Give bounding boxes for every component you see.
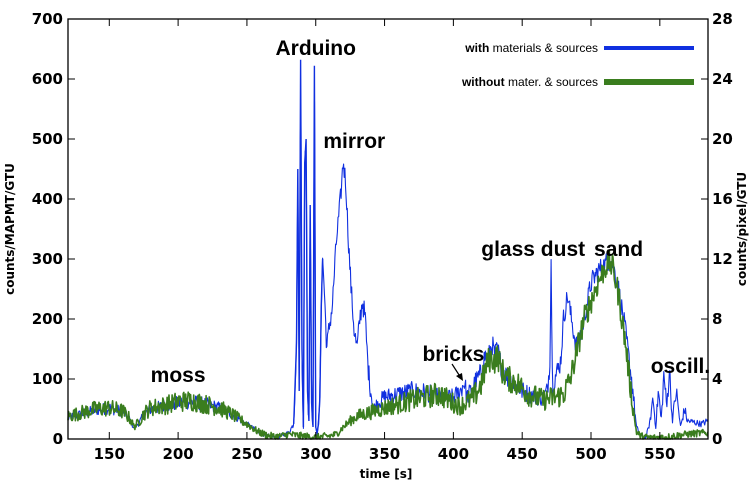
x-tick-label-400: 400 <box>438 445 469 463</box>
annotation-bricks: bricks <box>422 343 484 366</box>
plot-frame <box>67 18 709 440</box>
series-with-spikes <box>293 59 324 434</box>
y2-tick-label-0: 0 <box>712 430 722 448</box>
tick-layer: 150 200 250 300 350 400 450 500 5500100200300400… <box>32 10 733 463</box>
bricks-arrowhead <box>456 373 463 381</box>
y2-tick-label-12: 12 <box>712 250 733 268</box>
y2-tick-label-28: 28 <box>712 10 733 28</box>
y-tick-label-100: 100 <box>32 370 63 388</box>
legend-text-without: mater. & sources <box>505 75 598 89</box>
y2-tick-label-20: 20 <box>712 130 733 148</box>
legend-bold-with: with <box>464 41 489 55</box>
y-tick-label-200: 200 <box>32 310 63 328</box>
y-tick-label-600: 600 <box>32 70 63 88</box>
annotation-layer: moss Arduino mirror bricks glass dust sand osc… <box>151 37 711 387</box>
y-tick-label-400: 400 <box>32 190 63 208</box>
legend-text-with: materials & sources <box>489 41 598 55</box>
annotation-moss: moss <box>151 364 206 387</box>
annotation-sand: sand <box>594 238 643 261</box>
x-tick-label-200: 200 <box>162 445 193 463</box>
y-tick-label-700: 700 <box>32 10 63 28</box>
x-tick-label-150: 150 <box>94 445 125 463</box>
y2-axis-label: counts/pixel/GTU <box>735 172 749 286</box>
series-layer <box>67 59 709 440</box>
annotation-mirror: mirror <box>323 130 385 153</box>
y-tick-label-300: 300 <box>32 250 63 268</box>
annotation-arduino: Arduino <box>275 37 355 60</box>
y-axis-label: counts/MAPMT/GTU <box>3 163 17 295</box>
x-tick-label-450: 450 <box>507 445 538 463</box>
x-axis-label: time [s] <box>360 467 413 481</box>
x-tick-label-550: 550 <box>644 445 675 463</box>
y2-tick-label-24: 24 <box>712 70 733 88</box>
legend-label-with: with materials & sources <box>464 41 598 55</box>
x-tick-label-250: 250 <box>231 445 262 463</box>
y-tick-label-500: 500 <box>32 130 63 148</box>
x-tick-label-500: 500 <box>575 445 606 463</box>
legend-bold-without: without <box>461 75 505 89</box>
legend-label-without: without mater. & sources <box>461 75 598 89</box>
x-tick-label-350: 350 <box>369 445 400 463</box>
y2-tick-label-4: 4 <box>712 370 722 388</box>
legend: with materials & sources without mater. … <box>461 41 694 89</box>
series-without-line <box>67 249 709 440</box>
annotation-glass-dust: glass dust <box>481 238 585 261</box>
x-tick-label-300: 300 <box>300 445 331 463</box>
y2-tick-label-8: 8 <box>712 310 722 328</box>
annotation-oscill: oscill. <box>651 355 711 378</box>
y-tick-label-0: 0 <box>53 430 63 448</box>
y2-tick-label-16: 16 <box>712 190 733 208</box>
